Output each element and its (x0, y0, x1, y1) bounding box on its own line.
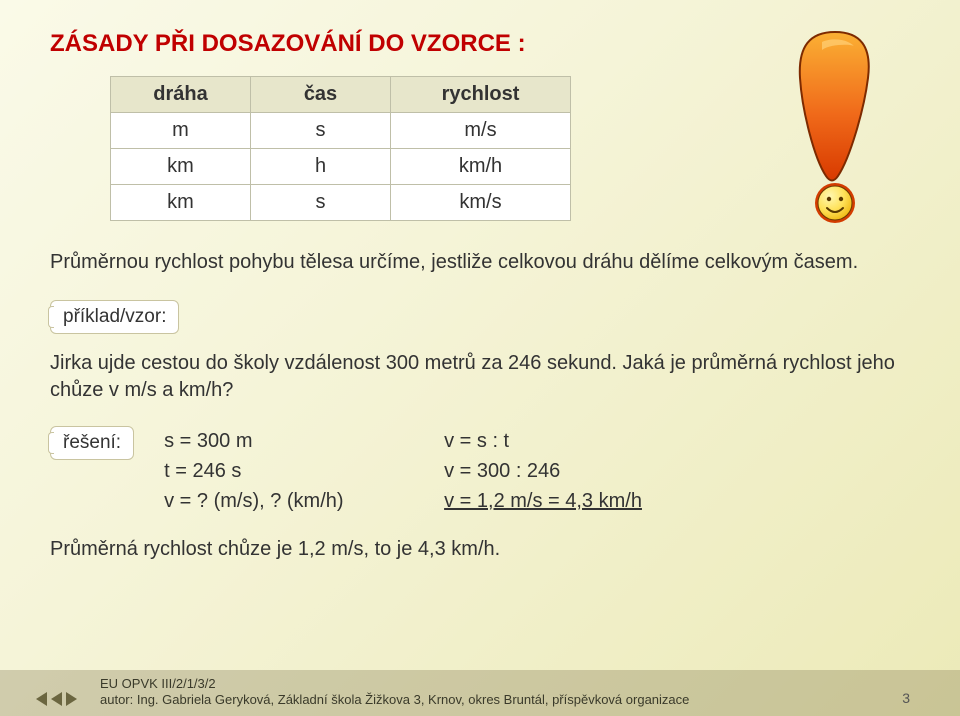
table-header-row: dráha čas rychlost (111, 77, 571, 113)
callout-example-label: příklad/vzor: (63, 306, 166, 327)
slide: ZÁSADY PŘI DOSAZOVÁNÍ DO VZORCE : dráha … (0, 0, 960, 716)
callout-example: příklad/vzor: (50, 300, 179, 334)
calc-line3-u: v = 1,2 m/s = 4,3 km/h (444, 490, 642, 512)
table-row: km s km/s (111, 185, 571, 221)
th-cas: čas (251, 77, 391, 113)
footer-bar: EU OPVK III/2/1/3/2 autor: Ing. Gabriela… (0, 670, 960, 716)
nav-next-icon[interactable] (66, 692, 77, 706)
cell: h (251, 149, 391, 185)
cell: s (251, 185, 391, 221)
table-row: m s m/s (111, 113, 571, 149)
th-draha: dráha (111, 77, 251, 113)
solution-calc: v = s : t v = 300 : 246 v = 1,2 m/s = 4,… (444, 426, 642, 516)
callout-solution-label: řešení: (63, 432, 121, 453)
cell: km/h (391, 149, 571, 185)
exclamation-smiley-icon (780, 28, 890, 228)
nav-triangles[interactable] (36, 692, 77, 706)
nav-prev-icon[interactable] (36, 692, 47, 706)
cell: m/s (391, 113, 571, 149)
cell: s (251, 113, 391, 149)
page-number: 3 (902, 690, 910, 706)
table-row: km h km/h (111, 149, 571, 185)
problem-text: Jirka ujde cestou do školy vzdálenost 30… (50, 350, 910, 404)
calc-line1: v = s : t (444, 426, 642, 456)
callout-tail-icon (48, 306, 54, 328)
cell: km (111, 185, 251, 221)
cell: km (111, 149, 251, 185)
cell: km/s (391, 185, 571, 221)
solution-block: řešení: s = 300 m t = 246 s v = ? (m/s),… (50, 426, 910, 516)
intro-text: Průměrnou rychlost pohybu tělesa určíme,… (50, 249, 910, 275)
th-rychlost: rychlost (391, 77, 571, 113)
callout-solution: řešení: (50, 426, 134, 460)
footer-line2: autor: Ing. Gabriela Geryková, Základní … (100, 692, 689, 708)
footer-line1: EU OPVK III/2/1/3/2 (100, 676, 689, 692)
calc-line3: v = 1,2 m/s = 4,3 km/h (444, 486, 642, 516)
conclusion-text: Průměrná rychlost chůze je 1,2 m/s, to j… (50, 538, 910, 561)
given-t: t = 246 s (164, 456, 414, 486)
solution-given: s = 300 m t = 246 s v = ? (m/s), ? (km/h… (164, 426, 414, 516)
callout-tail-icon (48, 432, 54, 454)
footer-text: EU OPVK III/2/1/3/2 autor: Ing. Gabriela… (100, 676, 689, 709)
given-s: s = 300 m (164, 426, 414, 456)
given-v: v = ? (m/s), ? (km/h) (164, 486, 414, 516)
nav-first-icon[interactable] (51, 692, 62, 706)
calc-line2: v = 300 : 246 (444, 456, 642, 486)
cell: m (111, 113, 251, 149)
units-table: dráha čas rychlost m s m/s km h km/h km (110, 76, 571, 221)
